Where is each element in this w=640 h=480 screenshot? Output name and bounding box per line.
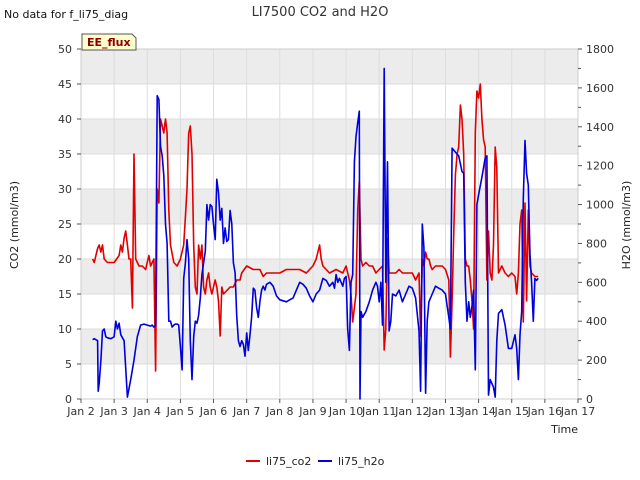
x-tick-label: Jan 15 — [494, 405, 529, 418]
x-tick-label: Jan 12 — [394, 405, 429, 418]
x-tick-label: Jan 13 — [427, 405, 462, 418]
y-right-tick-label: 0 — [586, 393, 593, 406]
x-tick-label: Jan 7 — [232, 405, 260, 418]
plot-band — [81, 294, 578, 329]
y-left-tick-label: 50 — [58, 43, 72, 56]
x-tick-label: Jan 14 — [460, 405, 495, 418]
y-left-tick-label: 0 — [65, 393, 72, 406]
y-left-tick-label: 25 — [58, 218, 72, 231]
y-right-tick-label: 1400 — [586, 121, 614, 134]
x-tick-label: Jan 8 — [265, 405, 293, 418]
y-right-tick-label: 1200 — [586, 160, 614, 173]
plot-band — [81, 224, 578, 259]
x-tick-label: Jan 3 — [99, 405, 127, 418]
plot-bands — [80, 48, 579, 400]
y-right-tick-label: 600 — [586, 276, 607, 289]
x-axis-title: Time — [550, 423, 578, 436]
y-left-tick-label: 10 — [58, 323, 72, 336]
x-tick-label: Jan 5 — [166, 405, 194, 418]
badge-label: EE_flux — [87, 36, 131, 49]
x-tick-label: Jan 6 — [199, 405, 227, 418]
legend-label-li75-co2: li75_co2 — [266, 455, 311, 468]
ee-flux-badge: EE_flux — [81, 33, 137, 51]
no-data-note: No data for f_li75_diag — [4, 8, 128, 21]
plot-band — [81, 84, 578, 119]
y-right-tick-label: 1000 — [586, 199, 614, 212]
plot-band — [81, 329, 578, 364]
y-left-tick-label: 30 — [58, 183, 72, 196]
x-tick-label: Jan 17 — [560, 405, 595, 418]
x-tick-label: Jan 16 — [527, 405, 562, 418]
y-right-tick-label: 400 — [586, 315, 607, 328]
y-right-tick-label: 800 — [586, 237, 607, 250]
legend: li75_co2 li75_h2o — [246, 455, 385, 468]
y-right-tick-label: 1800 — [586, 43, 614, 56]
y-left-tick-label: 45 — [58, 78, 72, 91]
y-axis-right: 0 200 400 600 800 1000 1200 1400 1600 1800 — [578, 43, 614, 406]
x-tick-label: Jan 9 — [298, 405, 326, 418]
y-left-tick-label: 40 — [58, 113, 72, 126]
y-left-tick-label: 15 — [58, 288, 72, 301]
x-axis: Jan 2 Jan 3 Jan 4 Jan 5 Jan 6 Jan 7 Jan 8 Jan 9… — [66, 399, 595, 418]
y-axis-left-title: CO2 (mmol/m3) — [8, 181, 21, 269]
y-axis-left: 0 5 10 15 20 25 30 35 40 45 50 — [58, 43, 81, 406]
y-left-tick-label: 20 — [58, 253, 72, 266]
plot-band — [81, 154, 578, 189]
x-tick-label: Jan 4 — [133, 405, 161, 418]
y-right-tick-label: 1600 — [586, 82, 614, 95]
y-left-tick-label: 5 — [65, 358, 72, 371]
plot-band — [81, 259, 578, 294]
plot-band — [81, 119, 578, 154]
y-right-tick-label: 200 — [586, 354, 607, 367]
chart-title: LI7500 CO2 and H2O — [252, 5, 389, 20]
plot-band — [81, 49, 578, 84]
x-tick-label: Jan 10 — [328, 405, 363, 418]
legend-label-li75-h2o: li75_h2o — [338, 455, 385, 468]
series-line-li75-h2o — [92, 67, 539, 400]
x-tick-label: Jan 11 — [361, 405, 396, 418]
series-layer — [91, 67, 539, 400]
x-tick-label: Jan 2 — [66, 405, 94, 418]
y-left-tick-label: 35 — [58, 148, 72, 161]
y-axis-right-title: H2O (mmol/m3) — [620, 181, 633, 270]
